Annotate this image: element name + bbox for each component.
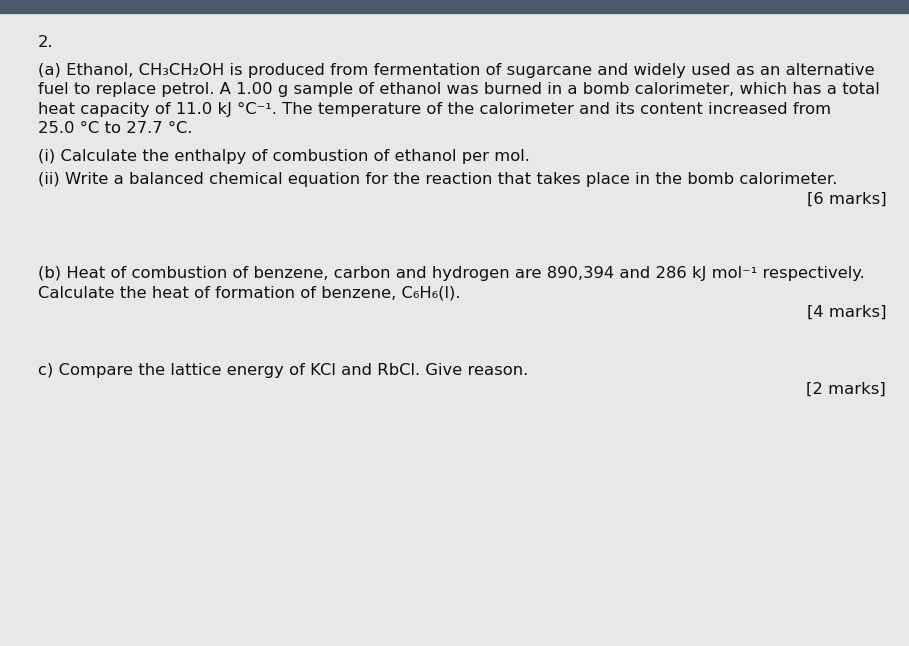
Text: (a) Ethanol, CH₃CH₂OH is produced from fermentation of sugarcane and widely used: (a) Ethanol, CH₃CH₂OH is produced from f… xyxy=(38,63,874,78)
Text: (i) Calculate the enthalpy of combustion of ethanol per mol.: (i) Calculate the enthalpy of combustion… xyxy=(38,149,530,163)
Text: 2.: 2. xyxy=(38,35,54,50)
Text: [4 marks]: [4 marks] xyxy=(806,305,886,320)
Text: (b) Heat of combustion of benzene, carbon and hydrogen are 890,394 and 286 kJ mo: (b) Heat of combustion of benzene, carbo… xyxy=(38,266,864,281)
Bar xyxy=(0,0,909,13)
Text: Calculate the heat of formation of benzene, C₆H₆(l).: Calculate the heat of formation of benze… xyxy=(38,286,460,300)
Text: (ii) Write a balanced chemical equation for the reaction that takes place in the: (ii) Write a balanced chemical equation … xyxy=(38,172,837,187)
Text: [6 marks]: [6 marks] xyxy=(806,191,886,207)
Text: 25.0 °C to 27.7 °C.: 25.0 °C to 27.7 °C. xyxy=(38,121,192,136)
Text: fuel to replace petrol. A 1.00 g sample of ethanol was burned in a bomb calorime: fuel to replace petrol. A 1.00 g sample … xyxy=(38,82,880,97)
Text: [2 marks]: [2 marks] xyxy=(806,382,886,397)
Text: c) Compare the lattice energy of KCl and RbCl. Give reason.: c) Compare the lattice energy of KCl and… xyxy=(38,362,528,377)
Text: heat capacity of 11.0 kJ °C⁻¹. The temperature of the calorimeter and its conten: heat capacity of 11.0 kJ °C⁻¹. The tempe… xyxy=(38,101,831,116)
